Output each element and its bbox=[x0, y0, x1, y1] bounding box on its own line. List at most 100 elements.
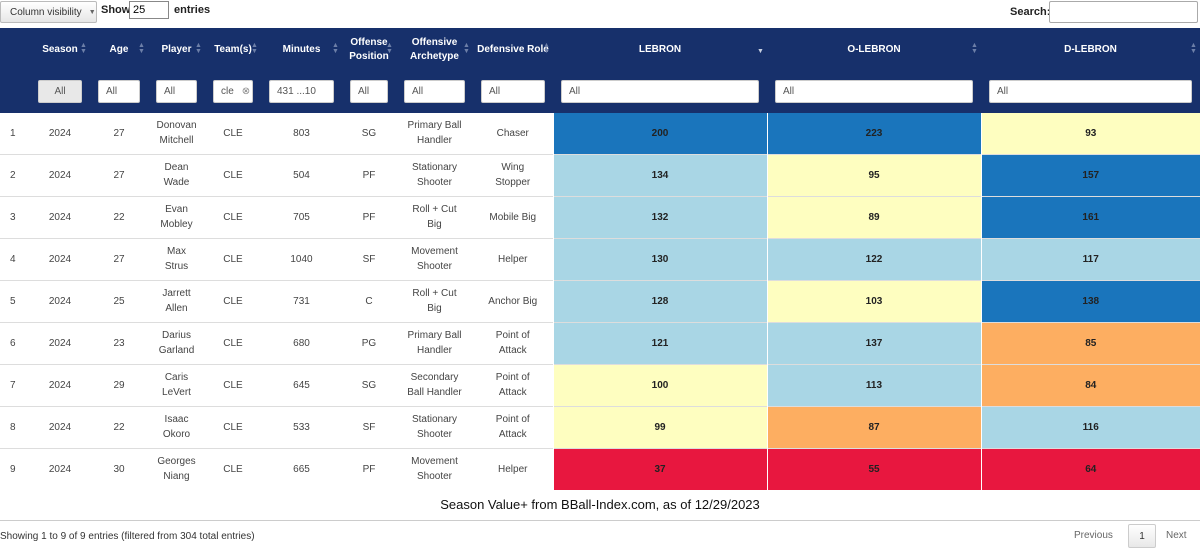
cell-age: 30 bbox=[90, 447, 148, 490]
cell-minutes: 645 bbox=[261, 363, 342, 406]
header-label: O-LEBRON bbox=[847, 44, 901, 55]
filter-value: All bbox=[164, 86, 176, 98]
table-row[interactable]: 6 2024 23 Darius Garland CLE 680 PG Primary Ball… bbox=[0, 321, 1200, 364]
cell-line: Big bbox=[427, 303, 442, 314]
show-label: Show bbox=[101, 4, 131, 16]
sort-icon: ▲ ▼ bbox=[138, 42, 145, 55]
cell-line: Allen bbox=[165, 303, 188, 314]
cell-season: 2024 bbox=[30, 195, 90, 238]
cell-line: Big bbox=[427, 219, 442, 230]
header-defrole[interactable]: Defensive Role ▲ ▼ bbox=[473, 28, 553, 72]
header-offpos[interactable]: Offense Position ▲ ▼ bbox=[342, 28, 396, 72]
table-row[interactable]: 3 2024 22 Evan Mobley CLE 705 PF Roll + Cut Big Mo… bbox=[0, 195, 1200, 238]
cell-line: Point of bbox=[495, 330, 530, 341]
table-info: Showing 1 to 9 of 9 entries (filtered fr… bbox=[0, 531, 255, 542]
column-visibility-label: Column visibility bbox=[10, 6, 82, 18]
cell-line: Mobley bbox=[160, 219, 193, 230]
table-row[interactable]: 1 2024 27 Donovan Mitchell CLE 803 SG Primary Ba… bbox=[0, 111, 1200, 154]
filter-value: All bbox=[106, 86, 118, 98]
cell-dlebron: 116 bbox=[980, 405, 1200, 448]
filter-offarch-input[interactable]: All bbox=[404, 80, 465, 104]
filter-cell: 431 ...10 bbox=[261, 72, 342, 113]
header-offarch[interactable]: Offensive Archetype ▲ ▼ bbox=[396, 28, 473, 72]
cell-defrole: Helper bbox=[473, 237, 553, 280]
caret-down-icon: ▼ bbox=[88, 8, 96, 16]
header-olebron[interactable]: O-LEBRON ▲ ▼ bbox=[767, 28, 981, 72]
header-player[interactable]: Player ▲ ▼ bbox=[148, 28, 205, 72]
cell-player: Max Strus bbox=[148, 237, 205, 280]
cell-line: Ball Handler bbox=[407, 387, 462, 398]
next-page-button[interactable]: Next bbox=[1166, 530, 1187, 541]
header-age[interactable]: Age ▲ ▼ bbox=[90, 28, 148, 72]
cell-line: Mobile Big bbox=[489, 211, 537, 223]
filter-player-input[interactable]: All bbox=[156, 80, 197, 104]
cell-line: Handler bbox=[416, 345, 453, 356]
cell-defrole: Point of Attack bbox=[473, 321, 553, 364]
filter-lebron-input[interactable]: All bbox=[561, 80, 759, 104]
cell-team: CLE bbox=[205, 447, 261, 490]
filter-team-input[interactable]: cle ⊗ bbox=[213, 80, 253, 104]
cell-line: Darius bbox=[162, 330, 191, 341]
column-visibility-button[interactable]: Column visibility ▼ bbox=[0, 1, 97, 23]
filter-minutes-input[interactable]: 431 ...10 bbox=[269, 80, 334, 104]
sort-icon: ▲ ▼ bbox=[80, 42, 87, 55]
filter-olebron-input[interactable]: All bbox=[775, 80, 973, 104]
header-label: Team(s) bbox=[214, 44, 252, 55]
header-minutes[interactable]: Minutes ▲ ▼ bbox=[261, 28, 342, 72]
clear-filter-icon[interactable]: ⊗ bbox=[241, 86, 251, 98]
cell-lebron: 128 bbox=[552, 279, 767, 322]
table-row[interactable]: 5 2024 25 Jarrett Allen CLE 731 C Roll + Cut Big A… bbox=[0, 279, 1200, 322]
filter-age-input[interactable]: All bbox=[98, 80, 140, 104]
cell-season: 2024 bbox=[30, 279, 90, 322]
cell-team: CLE bbox=[205, 363, 261, 406]
cell-line: Secondary bbox=[410, 372, 459, 383]
header-label: LEBRON bbox=[638, 44, 682, 55]
cell-olebron: 223 bbox=[766, 111, 981, 154]
cell-minutes: 731 bbox=[261, 279, 342, 322]
table-row[interactable]: 9 2024 30 Georges Niang CLE 665 PF Movement Shoot… bbox=[0, 447, 1200, 490]
filter-defrole-input[interactable]: All bbox=[481, 80, 545, 104]
previous-page-button[interactable]: Previous bbox=[1074, 530, 1113, 541]
filter-value: cle bbox=[221, 86, 234, 98]
cell-team: CLE bbox=[205, 111, 261, 154]
cell-offarch: Primary Ball Handler bbox=[396, 321, 473, 364]
cell-line: Point of bbox=[495, 414, 530, 425]
cell-line: Roll + Cut bbox=[412, 288, 457, 299]
cell-defrole: Helper bbox=[473, 447, 553, 490]
entries-label: entries bbox=[174, 4, 211, 16]
cell-player: Dean Wade bbox=[148, 153, 205, 196]
header-dlebron[interactable]: D-LEBRON ▲ ▼ bbox=[981, 28, 1200, 72]
cell-dlebron: 117 bbox=[980, 237, 1200, 280]
cell-line: Anchor Big bbox=[488, 295, 538, 307]
cell-line: Attack bbox=[498, 387, 527, 398]
filter-season-input[interactable]: All bbox=[38, 80, 82, 104]
cell-line: Georges bbox=[157, 456, 196, 468]
filter-value: All bbox=[489, 86, 501, 98]
cell-season: 2024 bbox=[30, 111, 90, 154]
header-season[interactable]: Season ▲ ▼ bbox=[30, 28, 90, 72]
table-row[interactable]: 2 2024 27 Dean Wade CLE 504 PF Stationary Shooter… bbox=[0, 153, 1200, 196]
cell-olebron: 55 bbox=[766, 447, 981, 490]
page-length-select[interactable] bbox=[129, 1, 169, 19]
cell-dlebron: 85 bbox=[980, 321, 1200, 364]
filter-dlebron-input[interactable]: All bbox=[989, 80, 1192, 104]
header-lebron[interactable]: LEBRON ▼ bbox=[553, 28, 767, 72]
table-row[interactable]: 4 2024 27 Max Strus CLE 1040 SF Movement Shooter H… bbox=[0, 237, 1200, 280]
header-label: Season bbox=[42, 44, 78, 55]
cell-idx: 7 bbox=[0, 363, 30, 406]
filter-offpos-input[interactable]: All bbox=[350, 80, 388, 104]
header-index bbox=[0, 28, 30, 72]
cell-minutes: 533 bbox=[261, 405, 342, 448]
table-row[interactable]: 8 2024 22 Isaac Okoro CLE 533 SF Stationary Shoot… bbox=[0, 405, 1200, 448]
cell-season: 2024 bbox=[30, 237, 90, 280]
filter-cell: All bbox=[473, 72, 553, 113]
cell-idx: 4 bbox=[0, 237, 30, 280]
cell-player: Darius Garland bbox=[148, 321, 205, 364]
search-input[interactable] bbox=[1049, 1, 1198, 23]
page-1-button[interactable]: 1 bbox=[1128, 524, 1156, 548]
table-row[interactable]: 7 2024 29 Caris LeVert CLE 645 SG Secondary Ball … bbox=[0, 363, 1200, 406]
cell-lebron: 37 bbox=[552, 447, 767, 490]
cell-line: Helper bbox=[498, 253, 528, 265]
cell-line: Shooter bbox=[416, 429, 453, 440]
header-team[interactable]: Team(s) ▲ ▼ bbox=[205, 28, 261, 72]
